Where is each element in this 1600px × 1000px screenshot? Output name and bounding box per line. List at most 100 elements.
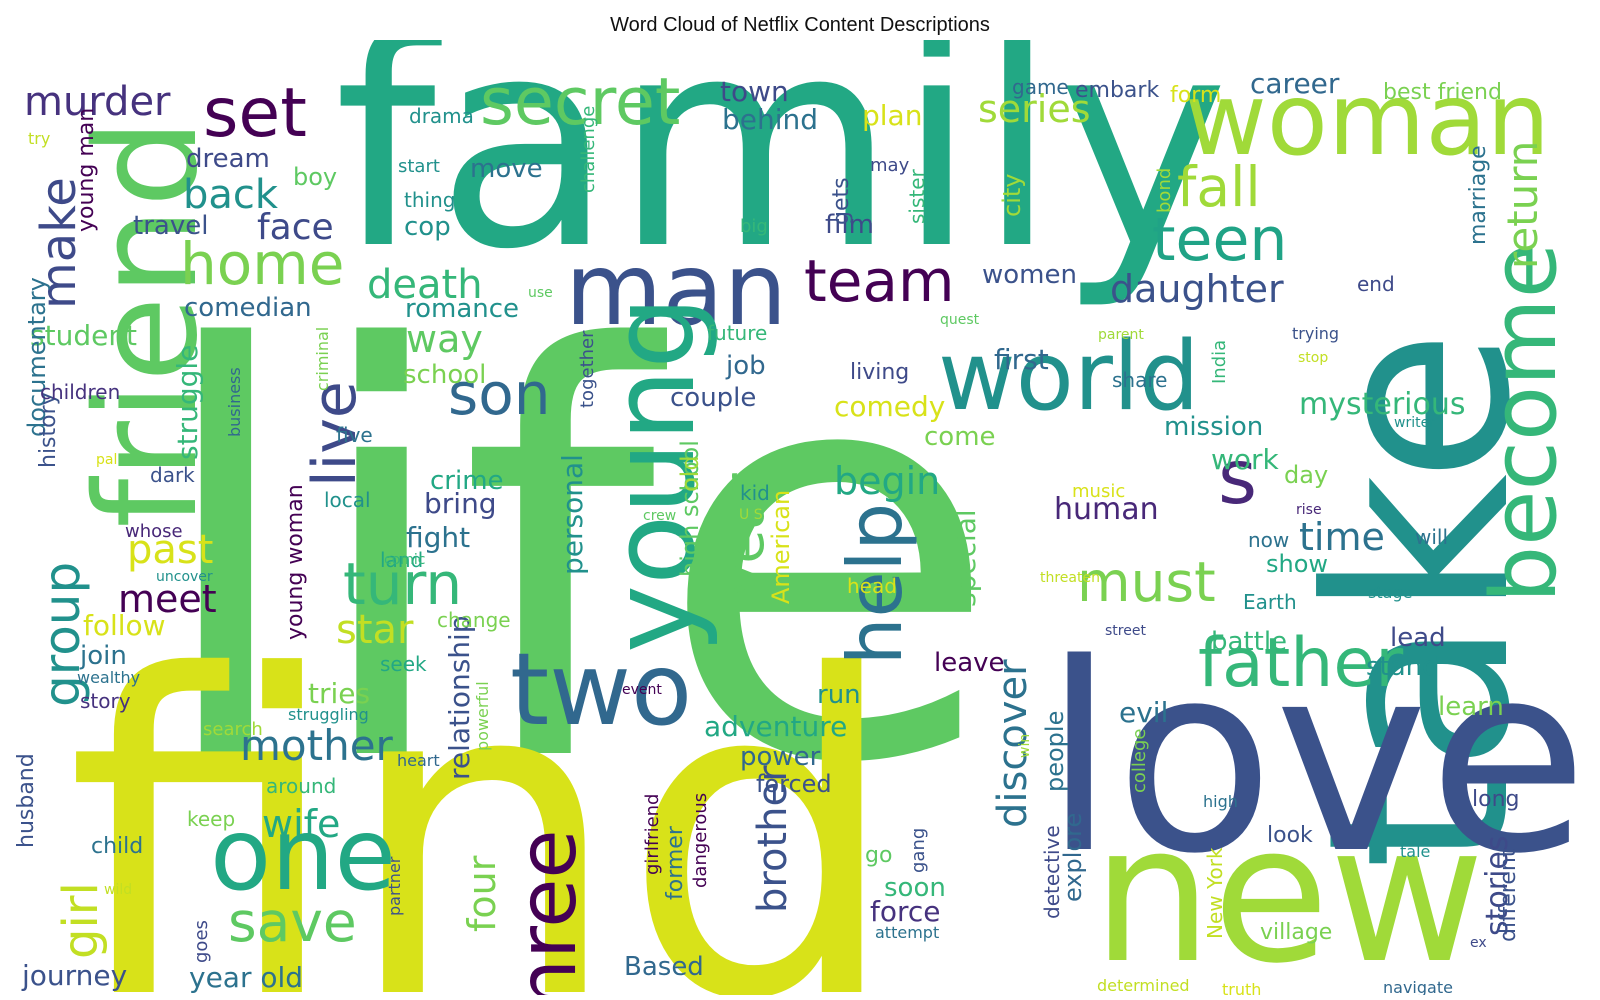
word-teen: teen bbox=[1152, 205, 1288, 275]
word-life: life bbox=[148, 234, 1001, 886]
word-four: four bbox=[460, 855, 504, 932]
word-five: five bbox=[336, 423, 373, 447]
word-job: job bbox=[726, 351, 766, 381]
word-try: try bbox=[28, 129, 51, 148]
word-run: run bbox=[817, 680, 861, 710]
word-come: come bbox=[924, 422, 996, 452]
word-former: former bbox=[663, 826, 688, 900]
word-women: women bbox=[982, 260, 1077, 290]
word-goes: goes bbox=[191, 920, 212, 963]
word-must: must bbox=[1077, 550, 1216, 614]
word-set: set bbox=[203, 74, 307, 153]
word-wild: wild bbox=[104, 882, 133, 898]
word-look: look bbox=[1267, 823, 1313, 848]
word-soon: soon bbox=[884, 873, 946, 903]
word-way: way bbox=[406, 317, 483, 361]
word-human: human bbox=[1054, 492, 1159, 527]
word-young-woman: young woman bbox=[283, 484, 308, 640]
word-comedian: comedian bbox=[184, 293, 312, 323]
word-u-s: U S bbox=[739, 507, 763, 523]
word-turn: turn bbox=[343, 550, 463, 618]
word-daughter: daughter bbox=[1110, 267, 1284, 311]
word-school: school bbox=[403, 360, 487, 390]
word-based: Based bbox=[624, 952, 704, 982]
word-new-york: New York bbox=[1203, 847, 1227, 939]
word-tries: tries bbox=[308, 677, 371, 710]
word-earth: Earth bbox=[1243, 590, 1297, 614]
word-tale: tale bbox=[1400, 842, 1431, 861]
word-keep: keep bbox=[187, 807, 236, 831]
word-detective: detective bbox=[1040, 825, 1064, 919]
word-embark: embark bbox=[1075, 78, 1160, 103]
word-around: around bbox=[266, 774, 337, 798]
word-couple: couple bbox=[670, 383, 757, 413]
word-become: become bbox=[1472, 242, 1577, 603]
word-wife: wife bbox=[262, 802, 341, 846]
word-one: one bbox=[210, 796, 397, 913]
word-fight: fight bbox=[406, 521, 471, 554]
word-three: three bbox=[501, 829, 594, 995]
word-navigate: navigate bbox=[1383, 978, 1453, 996]
word-determined: determined bbox=[1097, 976, 1190, 995]
word-family: family bbox=[334, 40, 1230, 313]
word-star: star bbox=[336, 607, 414, 653]
word-stand: stand bbox=[1366, 652, 1439, 682]
word-behind: behind bbox=[722, 103, 819, 136]
word-drama: drama bbox=[409, 104, 474, 128]
word-mission: mission bbox=[1164, 412, 1264, 442]
word-comedy: comedy bbox=[834, 390, 946, 423]
word-husband: husband bbox=[14, 753, 39, 848]
word-world: world bbox=[938, 322, 1200, 432]
word-old: old bbox=[676, 455, 704, 492]
word-dream: dream bbox=[186, 144, 270, 174]
word-bring: bring bbox=[424, 487, 497, 520]
word-end: end bbox=[1357, 272, 1395, 296]
word-murder: murder bbox=[24, 79, 171, 125]
word-together: together bbox=[577, 330, 598, 408]
word-cop: cop bbox=[404, 212, 451, 242]
word-evil: evil bbox=[1119, 696, 1169, 729]
word-seek: seek bbox=[380, 652, 427, 676]
word-work: work bbox=[1211, 443, 1279, 476]
word-secret: secret bbox=[480, 65, 681, 140]
word-meet: meet bbox=[118, 577, 217, 621]
word-challenge: challenge bbox=[578, 105, 599, 193]
word-heart: heart bbox=[397, 751, 440, 770]
word-crime: crime bbox=[430, 466, 504, 496]
word-event: event bbox=[622, 682, 662, 698]
word-fall: fall bbox=[1177, 155, 1261, 219]
word-crew: crew bbox=[643, 508, 677, 524]
word-team: team bbox=[804, 247, 955, 315]
word-big: big bbox=[740, 216, 768, 237]
word-forced: forced bbox=[756, 770, 832, 798]
word-struggling: struggling bbox=[288, 705, 369, 724]
word-learn: learn bbox=[1438, 692, 1504, 722]
word-future: future bbox=[707, 321, 768, 345]
word-pal: pal bbox=[96, 452, 118, 468]
word-truth: truth bbox=[1222, 980, 1262, 996]
word-city: city bbox=[998, 173, 1026, 217]
word-time: time bbox=[1299, 515, 1385, 559]
word-ex: ex bbox=[1470, 935, 1487, 951]
word-high: high bbox=[1203, 792, 1238, 811]
word-show: show bbox=[1266, 550, 1329, 578]
word-india: India bbox=[1209, 339, 1230, 384]
word-threaten: threaten bbox=[1040, 570, 1100, 586]
word-girlfriend: girlfriend bbox=[642, 793, 663, 875]
word-whose: whose bbox=[125, 521, 183, 542]
word-form: form bbox=[1170, 83, 1222, 108]
word-kid: kid bbox=[740, 481, 770, 505]
word-mother: mother bbox=[240, 721, 393, 770]
word-comic: comic bbox=[384, 552, 426, 568]
word-thing: thing bbox=[404, 188, 456, 212]
word-attempt: attempt bbox=[875, 923, 940, 942]
word-struggle: struggle bbox=[171, 344, 204, 460]
word-powerful: powerful bbox=[473, 681, 492, 751]
word-return: return bbox=[1498, 140, 1547, 269]
word-save: save bbox=[228, 890, 357, 954]
word-quest: quest bbox=[940, 312, 980, 328]
word-begin: begin bbox=[834, 459, 941, 503]
word-join: join bbox=[80, 641, 127, 671]
word-relationship: relationship bbox=[443, 615, 476, 780]
word-american: American bbox=[767, 489, 795, 604]
